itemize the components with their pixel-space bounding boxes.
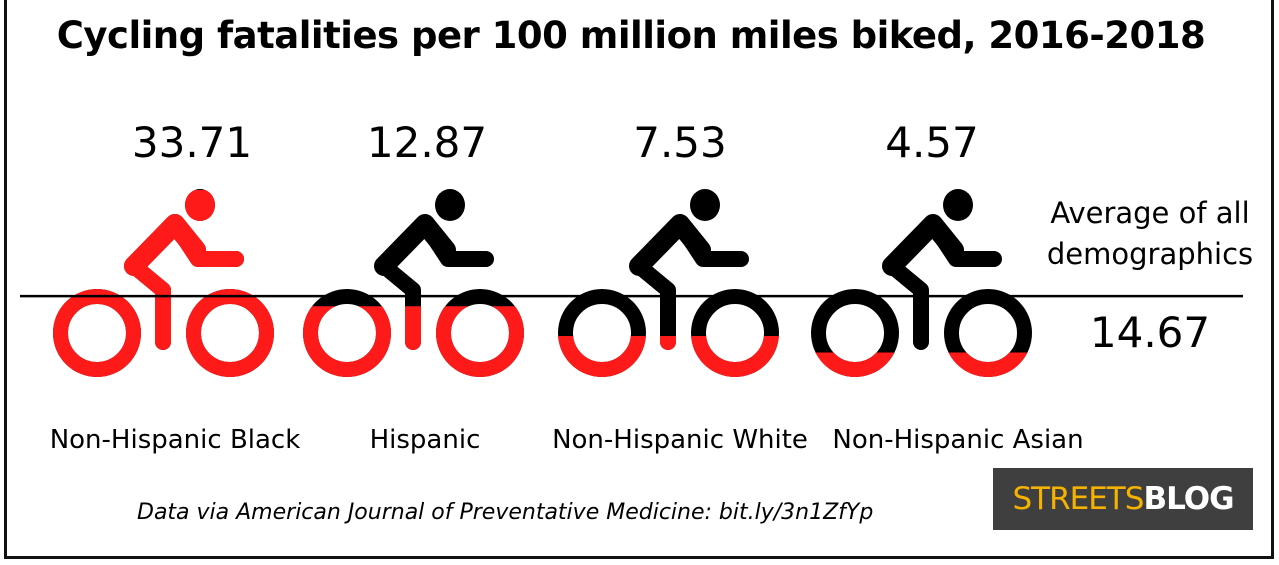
cyclist-fill-bar <box>815 352 1028 377</box>
cyclist-icon-0 <box>53 189 274 377</box>
chart-title: Cycling fatalities per 100 million miles… <box>56 14 1206 57</box>
cyclist-icon-2 <box>558 189 779 377</box>
chart-frame <box>4 0 1274 559</box>
value-label-0: 33.71 <box>131 118 253 167</box>
cyclist-fill-bar <box>303 306 524 377</box>
cyclist-icon-1 <box>303 189 524 377</box>
value-label-3: 4.57 <box>885 118 979 167</box>
category-label-0: Non-Hispanic Black <box>49 425 301 455</box>
source-note: Data via American Journal of Preventativ… <box>137 500 874 525</box>
cyclist-icon-3 <box>811 189 1032 377</box>
category-label-1: Hispanic <box>369 425 481 455</box>
category-label-3: Non-Hispanic Asian <box>832 425 1084 455</box>
cyclist-fill-bar <box>53 190 274 377</box>
value-label-2: 7.53 <box>633 118 727 167</box>
streetsblog-logo: STREETSBLOG <box>993 468 1253 530</box>
cyclist-base <box>811 189 1032 377</box>
average-label: Average of all demographics <box>1046 196 1254 271</box>
value-label-1: 12.87 <box>366 118 488 167</box>
cyclist-fill-bar <box>558 336 779 377</box>
category-label-2: Non-Hispanic White <box>552 425 808 455</box>
average-value: 14.67 <box>1089 308 1211 357</box>
